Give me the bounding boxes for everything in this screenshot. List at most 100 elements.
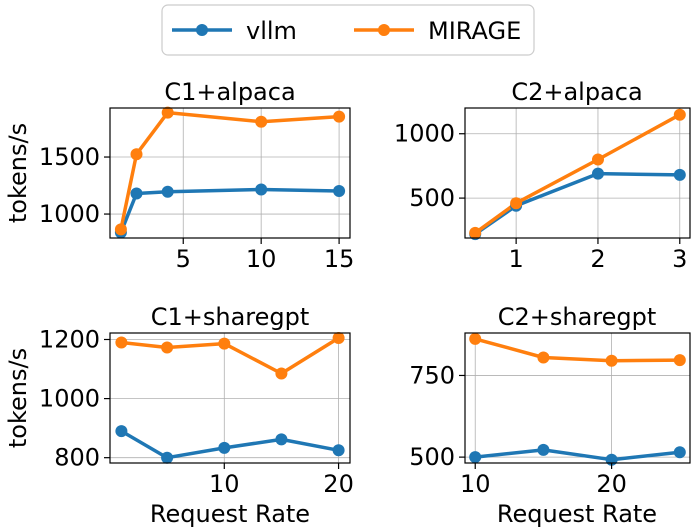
panel-title: C1+sharegpt [151, 303, 310, 331]
data-point-vllm [255, 183, 268, 196]
data-point-mirage [255, 115, 268, 128]
x-tick-label: 10 [246, 245, 277, 273]
data-point-vllm [161, 451, 174, 464]
y-tick-label: 1000 [39, 385, 100, 413]
data-point-vllm [161, 185, 174, 198]
data-point-vllm [115, 425, 128, 438]
data-point-vllm [332, 444, 345, 457]
y-tick-label: 1000 [394, 120, 455, 148]
data-point-vllm [275, 433, 288, 446]
series-line-vllm [120, 429, 339, 460]
y-tick-label: 1200 [39, 326, 100, 354]
panel-c1-alpaca: 5 10 15 1000 1500 C1+alpaca tokens/s [4, 78, 354, 273]
data-point-mirage [115, 336, 128, 349]
data-point-mirage [537, 351, 550, 364]
data-point-vllm [537, 443, 550, 456]
x-ticks: 10 20 [460, 463, 627, 498]
x-tick-label: 20 [596, 470, 627, 498]
gridlines [465, 108, 690, 238]
data-point-vllm [673, 446, 686, 459]
x-tick-label: 5 [176, 245, 191, 273]
legend: vllm MIRAGE [161, 4, 535, 56]
data-point-vllm [218, 441, 231, 454]
x-tick-label: 2 [590, 245, 605, 273]
data-point-vllm [673, 168, 686, 181]
data-point-mirage [592, 153, 604, 166]
x-tick-label: 20 [323, 470, 354, 498]
series-line-mirage [474, 337, 680, 363]
data-point-mirage [510, 197, 523, 210]
data-point-mirage [218, 337, 231, 350]
series-line-mirage [119, 110, 340, 230]
series-points [115, 332, 345, 464]
y-ticks: 500 750 [409, 361, 465, 471]
x-tick-label: 10 [209, 470, 240, 498]
x-axis-label: Request Rate [150, 500, 310, 528]
x-ticks: 5 10 15 [176, 238, 355, 273]
data-point-mirage [469, 332, 482, 345]
legend-label-mirage: MIRAGE [428, 17, 521, 45]
y-tick-label: 500 [409, 184, 455, 212]
data-point-vllm [130, 187, 143, 200]
series-lines [120, 336, 340, 460]
panel-title: C2+sharegpt [498, 303, 657, 331]
plot-frame [109, 107, 351, 239]
data-point-mirage [605, 354, 618, 367]
data-point-vllm [592, 167, 604, 180]
gridlines [110, 108, 350, 238]
x-tick-label: 3 [672, 245, 687, 273]
y-tick-label: 500 [409, 443, 455, 471]
legend-frame [161, 4, 535, 56]
data-point-mirage [332, 332, 345, 344]
series-lines [119, 110, 340, 234]
y-axis-label: tokens/s [4, 348, 32, 448]
x-ticks: 10 20 [209, 463, 354, 498]
series-points [114, 106, 346, 239]
series-line-mirage [474, 113, 681, 235]
panel-c2-sharegpt: 10 20 500 750 C2+sharegpt Request Rate [409, 303, 691, 528]
gridlines [465, 333, 690, 463]
y-tick-label: 750 [409, 361, 455, 389]
data-point-mirage [333, 110, 346, 123]
y-axis-label: tokens/s [4, 123, 32, 223]
y-tick-label: 1500 [39, 143, 100, 171]
data-point-mirage [673, 354, 686, 367]
series-points [469, 332, 686, 466]
data-point-mirage [114, 223, 127, 236]
y-ticks: 800 1000 1200 [39, 326, 110, 472]
plot-frame [464, 107, 691, 239]
legend-marker-vllm [196, 24, 208, 36]
x-tick-label: 15 [324, 245, 355, 273]
series-lines [474, 337, 680, 462]
x-tick-label: 10 [460, 470, 491, 498]
series-lines [474, 113, 681, 236]
series-points [469, 108, 686, 241]
panel-c1-sharegpt: 10 20 800 1000 1200 C1+sharegpt tokens/s Re… [4, 303, 354, 528]
legend-marker-mirage [378, 24, 390, 36]
data-point-mirage [161, 106, 174, 119]
data-point-mirage [673, 108, 686, 121]
data-point-mirage [161, 341, 174, 354]
panel-c2-alpaca: 1 2 3 500 1000 C2+alpaca [394, 78, 691, 273]
data-point-mirage [130, 148, 143, 161]
data-point-vllm [333, 185, 346, 197]
series-line-vllm [474, 171, 680, 236]
data-point-mirage [275, 367, 288, 380]
y-tick-label: 800 [54, 444, 100, 472]
series-line-vllm [475, 448, 680, 462]
x-ticks: 1 2 3 [508, 238, 687, 273]
series-line-vllm [119, 187, 340, 234]
plot-frame [464, 332, 691, 464]
legend-label-vllm: vllm [246, 17, 297, 45]
gridlines [110, 333, 350, 463]
data-point-mirage [469, 226, 482, 239]
x-tick-label: 1 [508, 245, 523, 273]
y-tick-label: 1000 [39, 200, 100, 228]
y-ticks: 1000 1500 [39, 143, 110, 228]
x-axis-label: Request Rate [497, 500, 657, 528]
data-point-vllm [469, 451, 482, 464]
y-ticks: 500 1000 [394, 120, 465, 212]
panel-title: C1+alpaca [164, 78, 295, 106]
panel-title: C2+alpaca [511, 78, 642, 106]
